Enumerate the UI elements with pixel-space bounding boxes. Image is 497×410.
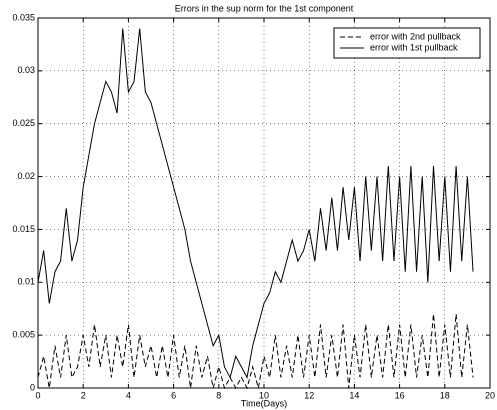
x-tick-label: 4 <box>126 390 131 400</box>
legend-box <box>333 27 481 59</box>
x-tick-label: 2 <box>81 390 86 400</box>
axes-box <box>37 17 491 389</box>
x-tick-label: 0 <box>35 390 40 400</box>
x-tick-label: 8 <box>216 390 221 400</box>
y-tick-label: 0.01 <box>17 277 35 287</box>
y-tick-label: 0 <box>30 382 35 392</box>
y-tick-label: 0.03 <box>17 65 35 75</box>
x-tick-label: 16 <box>395 390 405 400</box>
x-tick-label: 14 <box>349 390 359 400</box>
y-tick-label: 0.015 <box>12 224 35 234</box>
x-tick-label: 12 <box>304 390 314 400</box>
x-tick-label: 6 <box>171 390 176 400</box>
legend-label: error with 2nd pullback <box>370 31 461 41</box>
data-line <box>37 28 474 379</box>
y-tick-label: 0.025 <box>12 118 35 128</box>
y-tick-label: 0.035 <box>12 12 35 22</box>
x-tick-label: 10 <box>259 390 269 400</box>
y-tick-label: 0.02 <box>17 171 35 181</box>
x-axis-label: Time(Days) <box>241 398 287 408</box>
data-line <box>37 313 474 390</box>
x-tick-label: 18 <box>440 390 450 400</box>
y-tick-label: 0.005 <box>12 330 35 340</box>
x-tick-label: 20 <box>485 390 495 400</box>
chart-title: Errors in the sup norm for the 1st compo… <box>175 3 354 13</box>
legend-label: error with 1st pullback <box>370 42 458 52</box>
